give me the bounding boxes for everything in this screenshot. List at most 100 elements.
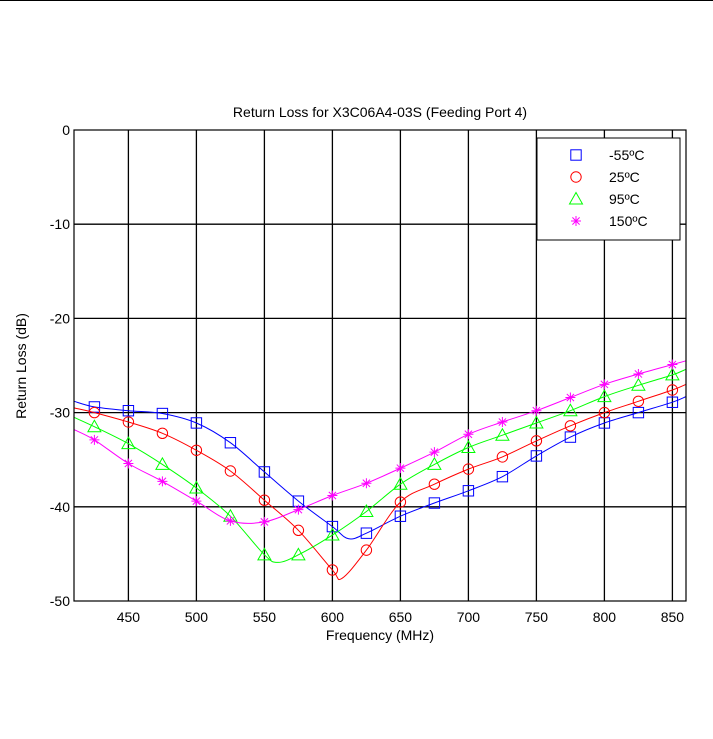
series-line: [73, 383, 687, 581]
circle-marker: [564, 420, 577, 432]
square-marker: [190, 417, 203, 429]
y-tick-label: -40: [50, 499, 70, 515]
circle-marker: [428, 478, 441, 490]
legend-label: 95ºC: [609, 191, 640, 207]
square-marker: [530, 450, 543, 462]
triangle-marker: [121, 436, 136, 450]
legend: -55ºC 25ºC 95ºC 150ºC: [536, 137, 681, 241]
asterisk-marker: [497, 417, 508, 428]
asterisk-marker: [667, 359, 678, 370]
triangle-marker: [359, 503, 374, 518]
square-marker: [224, 437, 237, 449]
triangle-marker: [597, 389, 612, 403]
asterisk-marker: [225, 515, 236, 526]
legend-label: 25ºC: [609, 169, 640, 185]
page-top-rule: [0, 0, 713, 1]
asterisk-marker: [327, 490, 338, 501]
triangle-marker: [495, 427, 510, 441]
legend-item: 25ºC: [570, 169, 640, 185]
x-tick-label: 750: [525, 609, 549, 625]
legend-item: 95ºC: [568, 191, 640, 207]
asterisk-marker: [259, 516, 270, 527]
series-square: [73, 396, 687, 540]
asterisk-marker: [531, 405, 542, 416]
triangle-marker: [291, 547, 306, 561]
circle-marker: [462, 463, 475, 475]
circle-marker: [598, 406, 611, 419]
asterisk-marker: [361, 478, 372, 489]
y-tick-label: 0: [62, 122, 70, 138]
triangle-marker: [325, 527, 340, 541]
y-tick-label: -50: [50, 593, 70, 609]
circle-marker: [666, 384, 679, 396]
circle-marker: [530, 435, 543, 447]
legend-asterisk-marker: [571, 216, 581, 226]
x-tick-label: 500: [185, 609, 209, 625]
x-tick-label: 800: [593, 609, 617, 625]
triangle-marker: [665, 367, 680, 381]
triangle-marker: [631, 377, 646, 391]
series-layer: [73, 359, 687, 581]
legend-label: -55ºC: [609, 147, 644, 163]
asterisk-marker: [429, 447, 440, 458]
x-tick-label: 700: [457, 609, 481, 625]
asterisk-marker: [123, 458, 134, 469]
circle-marker: [122, 416, 135, 428]
chart-title: Return Loss for X3C06A4-03S (Feeding Por…: [233, 104, 527, 120]
square-marker: [258, 466, 271, 478]
circle-marker: [292, 524, 305, 537]
series-line: [73, 396, 687, 540]
asterisk-marker: [463, 429, 474, 440]
square-marker: [428, 497, 441, 509]
series-circle: [73, 383, 687, 581]
triangle-marker: [461, 439, 476, 453]
asterisk-marker: [89, 434, 100, 445]
series-triangle: [73, 367, 687, 563]
circle-marker: [394, 496, 407, 508]
circle-marker: [360, 544, 373, 556]
circle-marker: [632, 395, 645, 407]
triangle-marker: [393, 476, 408, 490]
series-asterisk: [73, 359, 687, 527]
triangle-marker: [155, 456, 170, 470]
triangle-marker: [427, 456, 442, 470]
y-tick-label: -30: [50, 405, 70, 421]
circle-marker: [258, 494, 271, 506]
circle-marker: [156, 427, 169, 440]
series-line: [73, 368, 687, 563]
x-tick-label: 650: [389, 609, 413, 625]
triangle-marker: [189, 480, 204, 494]
square-marker: [394, 510, 407, 522]
x-axis-label: Frequency (MHz): [326, 627, 434, 643]
triangle-marker: [87, 419, 102, 433]
legend-label: 150ºC: [609, 213, 648, 229]
x-tick-label: 600: [321, 609, 345, 625]
asterisk-marker: [395, 463, 406, 474]
legend-item: -55ºC: [570, 147, 644, 163]
circle-marker: [88, 406, 101, 419]
square-marker: [122, 405, 135, 417]
circle-marker: [190, 444, 203, 456]
x-tick-label: 450: [117, 609, 141, 625]
asterisk-marker: [293, 504, 304, 515]
circle-marker: [496, 451, 509, 463]
legend-circle-marker: [570, 171, 582, 183]
y-tick-label: -20: [50, 310, 70, 326]
y-axis-label: Return Loss (dB): [13, 313, 29, 419]
circle-marker: [224, 465, 237, 477]
legend-box: [536, 137, 681, 241]
x-tick-label: 550: [253, 609, 277, 625]
plot-frame: [73, 129, 687, 602]
square-marker: [496, 470, 509, 483]
tick-labels: 450 500 550 600 650 700 750 800 850 0 -10 -20 -30 -40…: [50, 122, 685, 625]
triangle-marker: [529, 415, 544, 429]
legend-square-marker: [570, 149, 582, 161]
square-marker: [564, 431, 577, 443]
asterisk-marker: [633, 368, 644, 379]
circle-marker: [326, 564, 339, 576]
square-marker: [632, 406, 645, 419]
square-marker: [326, 520, 339, 533]
x-tick-label: 850: [661, 609, 685, 625]
y-tick-label: -10: [50, 216, 70, 232]
